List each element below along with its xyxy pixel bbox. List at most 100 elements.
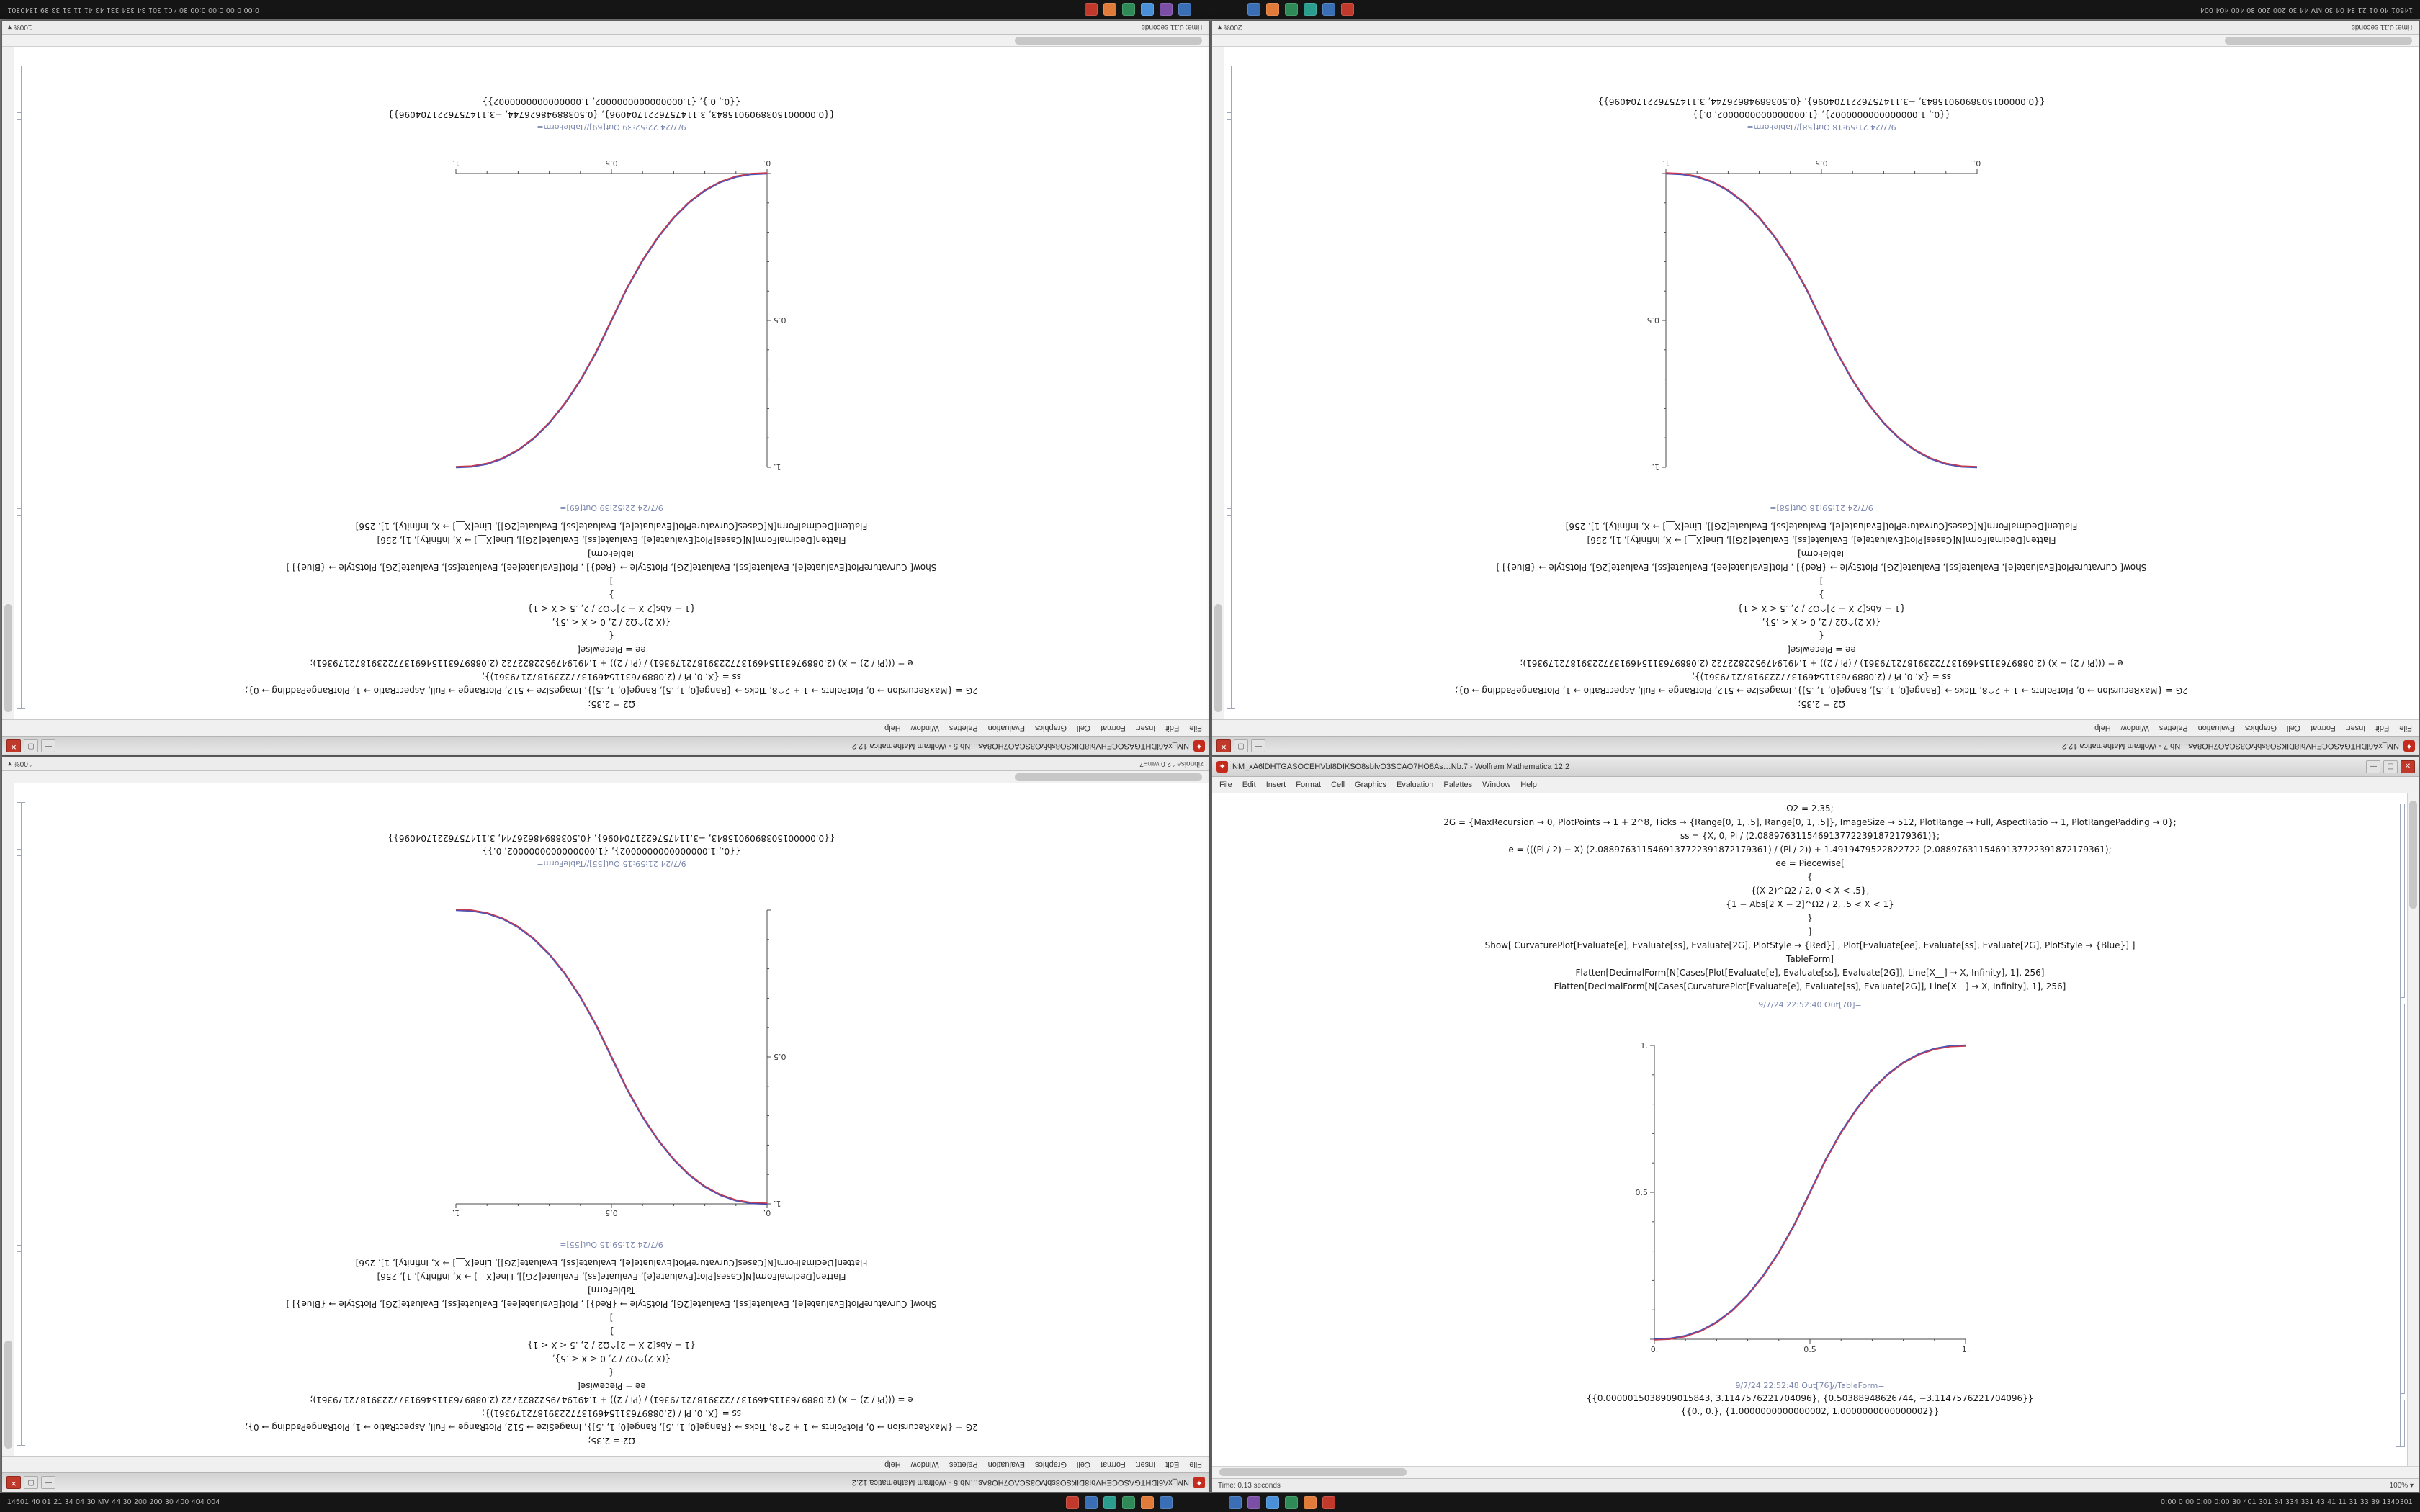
- vertical-scrollbar-thumb[interactable]: [2409, 801, 2417, 909]
- window-titlebar[interactable]: ✦ NM_xA6lDHTGASOCEHVbI8DIKSO8sbfvO3SCAO7…: [1212, 736, 2419, 755]
- vertical-scrollbar[interactable]: [2407, 793, 2419, 1466]
- mathematica-window-top-left[interactable]: ✦ NM_xA6lDHTGASOCEHVbI8DIKSO8sbfvO3SCAO7…: [1, 20, 1210, 756]
- taskbar-app-icon[interactable]: [1285, 1496, 1298, 1509]
- vertical-scrollbar-thumb[interactable]: [4, 1341, 12, 1449]
- cell-group-bracket[interactable]: [21, 66, 25, 709]
- taskbar-app-icon[interactable]: [1066, 1496, 1079, 1509]
- menu-evaluation[interactable]: Evaluation: [2197, 724, 2235, 732]
- taskbar-app-icon[interactable]: [1122, 3, 1135, 16]
- horizontal-scrollbar[interactable]: [1212, 1466, 2419, 1478]
- menu-window[interactable]: Window: [1482, 780, 1511, 789]
- taskbar-top[interactable]: 14501 40 01 21 34 04 30 MV 44 30 200 200…: [0, 0, 2420, 19]
- taskbar-bottom[interactable]: 14501 40 01 21 34 04 30 MV 44 30 200 200…: [0, 1493, 2420, 1512]
- mathematica-window-bottom-left[interactable]: ✦ NM_xA6lDHTGASOCEHVbI8DIKSO8sbfvO3SCAO7…: [1, 757, 1210, 1493]
- taskbar-app-icon-group[interactable]: [1229, 1496, 1335, 1509]
- menu-help[interactable]: Help: [884, 1460, 901, 1469]
- menu-format[interactable]: Format: [2310, 724, 2336, 732]
- taskbar-app-icon[interactable]: [1160, 1496, 1173, 1509]
- horizontal-scrollbar[interactable]: [2, 35, 1209, 47]
- minimize-button[interactable]: —: [41, 1476, 55, 1489]
- taskbar-app-icon[interactable]: [1322, 1496, 1335, 1509]
- menu-window[interactable]: Window: [2120, 724, 2149, 732]
- vertical-scrollbar[interactable]: [2, 783, 14, 1456]
- menu-cell[interactable]: Cell: [1331, 780, 1345, 789]
- menu-file[interactable]: File: [1189, 1460, 1202, 1469]
- taskbar-app-icon-group[interactable]: [1085, 3, 1191, 16]
- menu-cell[interactable]: Cell: [2286, 724, 2300, 732]
- mathematica-window-top-right[interactable]: ✦ NM_xA6lDHTGASOCEHVbI8DIKSO8sbfvO3SCAO7…: [1211, 20, 2420, 756]
- taskbar-app-icon[interactable]: [1247, 3, 1260, 16]
- menu-cell[interactable]: Cell: [1076, 724, 1090, 732]
- taskbar-app-icon[interactable]: [1285, 3, 1298, 16]
- menu-evaluation[interactable]: Evaluation: [987, 724, 1025, 732]
- menu-graphics[interactable]: Graphics: [1034, 1460, 1067, 1469]
- vertical-scrollbar[interactable]: [1212, 47, 1224, 719]
- horizontal-scrollbar-thumb[interactable]: [1015, 37, 1202, 45]
- menu-graphics[interactable]: Graphics: [1355, 780, 1387, 789]
- taskbar-app-icon[interactable]: [1085, 3, 1098, 16]
- taskbar-app-icon[interactable]: [1178, 3, 1191, 16]
- menu-file[interactable]: File: [1189, 724, 1202, 732]
- cell-bracket[interactable]: [2401, 1400, 2405, 1447]
- window-titlebar[interactable]: ✦ NM_xA6lDHTGASOCEHVbI8DIKSO8sbfvO3SCAO7…: [2, 736, 1209, 755]
- cell-bracket[interactable]: [2401, 804, 2405, 998]
- menu-help[interactable]: Help: [884, 724, 901, 732]
- status-magnification[interactable]: 200% ▾: [1218, 23, 1242, 32]
- taskbar-app-icon[interactable]: [1266, 1496, 1279, 1509]
- menu-insert[interactable]: Insert: [1265, 780, 1286, 789]
- minimize-button[interactable]: —: [1251, 739, 1265, 752]
- menu-help[interactable]: Help: [1520, 780, 1537, 789]
- maximize-button[interactable]: ▢: [24, 1476, 38, 1489]
- taskbar-app-icon[interactable]: [1266, 3, 1279, 16]
- menu-graphics[interactable]: Graphics: [2244, 724, 2277, 732]
- minimize-button[interactable]: —: [41, 739, 55, 752]
- menu-palettes[interactable]: Palettes: [1443, 780, 1473, 789]
- cell-bracket[interactable]: [2401, 1004, 2405, 1394]
- menu-cell[interactable]: Cell: [1076, 1460, 1090, 1469]
- vertical-scrollbar-thumb[interactable]: [1214, 604, 1222, 712]
- taskbar-app-icon[interactable]: [1103, 1496, 1116, 1509]
- status-magnification[interactable]: 100% ▾: [8, 23, 32, 32]
- menu-evaluation[interactable]: Evaluation: [1397, 780, 1434, 789]
- cell-group-bracket[interactable]: [1231, 66, 1235, 709]
- menu-file[interactable]: File: [2399, 724, 2412, 732]
- menu-palettes[interactable]: Palettes: [949, 1460, 978, 1469]
- taskbar-app-icon[interactable]: [1322, 3, 1335, 16]
- taskbar-app-icon[interactable]: [1141, 1496, 1154, 1509]
- taskbar-app-icon[interactable]: [1304, 1496, 1317, 1509]
- horizontal-scrollbar-thumb[interactable]: [2225, 37, 2412, 45]
- cell-group-bracket[interactable]: [21, 802, 25, 1446]
- menu-insert[interactable]: Insert: [2345, 724, 2366, 732]
- menu-window[interactable]: Window: [910, 724, 939, 732]
- menu-edit[interactable]: Edit: [1242, 780, 1256, 789]
- menu-edit[interactable]: Edit: [1165, 1460, 1180, 1469]
- taskbar-app-icon[interactable]: [1247, 1496, 1260, 1509]
- minimize-button[interactable]: —: [2366, 760, 2380, 773]
- taskbar-app-icon[interactable]: [1085, 1496, 1098, 1509]
- taskbar-app-icon[interactable]: [1229, 1496, 1242, 1509]
- horizontal-scrollbar[interactable]: [2, 771, 1209, 783]
- maximize-button[interactable]: ▢: [2383, 760, 2398, 773]
- menu-help[interactable]: Help: [2094, 724, 2111, 732]
- taskbar-app-icon[interactable]: [1304, 3, 1317, 16]
- taskbar-app-icon[interactable]: [1122, 1496, 1135, 1509]
- close-button[interactable]: ✕: [6, 739, 21, 752]
- menu-edit[interactable]: Edit: [1165, 724, 1180, 732]
- menu-window[interactable]: Window: [910, 1460, 939, 1469]
- menu-edit[interactable]: Edit: [2375, 724, 2390, 732]
- taskbar-app-icon-group[interactable]: [1247, 3, 1354, 16]
- taskbar-app-icon[interactable]: [1141, 3, 1154, 16]
- vertical-scrollbar-thumb[interactable]: [4, 604, 12, 712]
- close-button[interactable]: ✕: [2401, 760, 2415, 773]
- horizontal-scrollbar-thumb[interactable]: [1015, 773, 1202, 781]
- cell-group-bracket[interactable]: [2396, 804, 2401, 1447]
- window-titlebar[interactable]: ✦ NM_xA6lDHTGASOCEHVbI8DIKSO8sbfvO3SCAO7…: [1212, 757, 2419, 777]
- mathematica-window-bottom-right[interactable]: ✦ NM_xA6lDHTGASOCEHVbI8DIKSO8sbfvO3SCAO7…: [1211, 757, 2420, 1493]
- maximize-button[interactable]: ▢: [1234, 739, 1248, 752]
- menu-format[interactable]: Format: [1100, 1460, 1126, 1469]
- menu-format[interactable]: Format: [1296, 780, 1322, 789]
- taskbar-app-icon[interactable]: [1341, 3, 1354, 16]
- horizontal-scrollbar-thumb[interactable]: [1219, 1468, 1407, 1476]
- close-button[interactable]: ✕: [1216, 739, 1231, 752]
- menu-palettes[interactable]: Palettes: [949, 724, 978, 732]
